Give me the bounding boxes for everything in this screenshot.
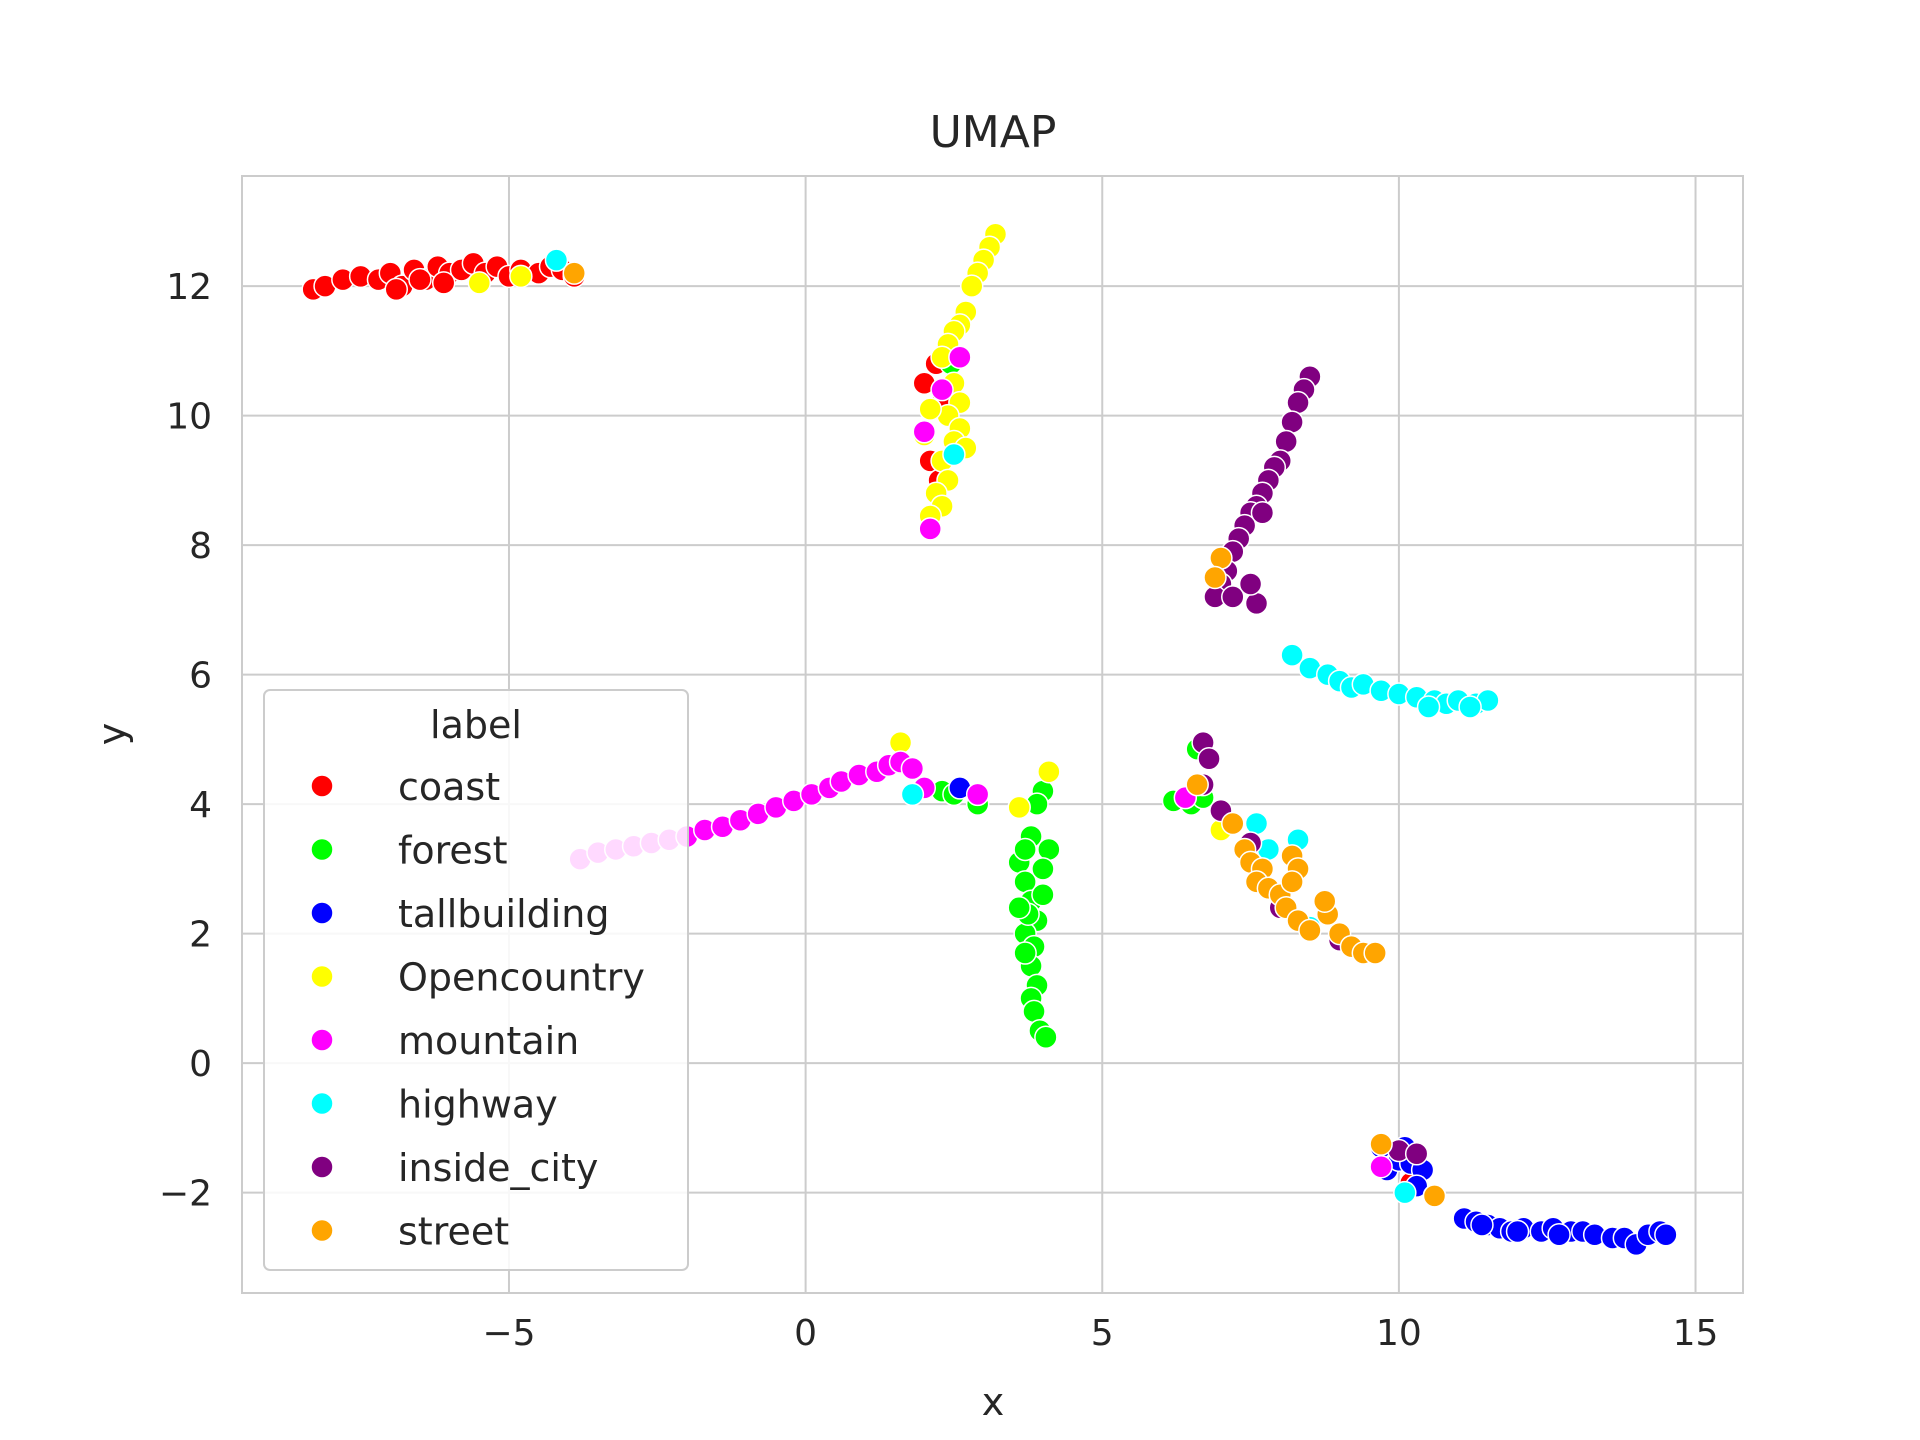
y-tick-label: 8 xyxy=(189,526,212,567)
y-tick-label: 12 xyxy=(166,267,212,308)
data-point-highway xyxy=(1416,695,1441,719)
legend-label-tallbuilding: tallbuilding xyxy=(398,892,610,936)
data-point-mountain xyxy=(948,345,972,370)
x-tick-label: −5 xyxy=(482,1313,535,1354)
data-point-coast xyxy=(384,277,409,302)
legend-marker-forest xyxy=(310,837,334,862)
data-point-tallbuilding xyxy=(1470,1213,1494,1237)
x-tick-label: 0 xyxy=(794,1313,817,1354)
data-point-street xyxy=(1209,546,1233,570)
data-point-highway xyxy=(1458,695,1482,719)
data-point-inside_city xyxy=(1274,429,1298,454)
x-axis-ticks: −5 0 5 10 15 xyxy=(482,1313,1718,1354)
y-tick-label: 0 xyxy=(189,1044,212,1085)
data-point-forest xyxy=(1034,1025,1058,1049)
x-tick-label: 15 xyxy=(1673,1313,1719,1354)
data-point-coast xyxy=(408,267,432,292)
data-point-opencountry xyxy=(467,271,492,295)
legend-marker-mountain xyxy=(310,1028,334,1052)
legend-marker-opencountry xyxy=(310,964,334,989)
data-point-tallbuilding xyxy=(1505,1219,1530,1244)
data-point-forest xyxy=(1022,999,1046,1024)
data-point-inside_city xyxy=(1238,572,1263,596)
legend-label-street: street xyxy=(398,1210,509,1254)
data-point-street xyxy=(1280,870,1304,894)
legend-marker-inside_city xyxy=(310,1155,334,1179)
legend-label-inside_city: inside_city xyxy=(398,1146,598,1190)
data-point-forest xyxy=(1037,837,1061,862)
legend-box xyxy=(263,689,689,1271)
data-point-tallbuilding xyxy=(1547,1222,1571,1247)
data-point-inside_city xyxy=(1221,585,1245,609)
legend-label-coast: coast xyxy=(398,765,500,809)
data-point-street xyxy=(1298,918,1322,943)
data-point-opencountry xyxy=(509,264,533,289)
legend-items: coast forest tallbuilding Opencountry mounta… xyxy=(310,765,645,1254)
data-point-street xyxy=(1369,1132,1393,1156)
data-point-opencountry xyxy=(959,274,984,298)
legend-label-mountain: mountain xyxy=(398,1019,579,1063)
data-point-highway xyxy=(942,442,966,467)
data-point-forest xyxy=(1031,857,1055,881)
y-axis-ticks: −2 0 2 4 6 8 10 12 xyxy=(159,267,212,1215)
x-tick-label: 5 xyxy=(1091,1313,1114,1354)
data-point-opencountry xyxy=(1037,759,1061,784)
y-tick-label: 4 xyxy=(189,785,212,826)
data-point-street xyxy=(1312,889,1337,913)
data-point-opencountry xyxy=(918,397,942,421)
x-tick-label: 10 xyxy=(1376,1313,1422,1354)
x-axis-label: x xyxy=(982,1380,1005,1424)
data-point-mountain xyxy=(900,756,925,781)
y-tick-label: 2 xyxy=(189,915,212,956)
data-point-opencountry xyxy=(1007,795,1031,820)
data-point-forest xyxy=(1013,837,1037,862)
legend-label-highway: highway xyxy=(398,1083,558,1127)
data-point-mountain xyxy=(930,377,954,402)
legend-label-forest: forest xyxy=(398,829,508,873)
y-axis-label: y xyxy=(90,723,134,746)
y-tick-label: −2 xyxy=(159,1174,212,1215)
data-point-forest xyxy=(1031,883,1055,907)
data-points xyxy=(301,222,1678,1257)
data-point-inside_city xyxy=(1286,390,1310,415)
data-point-forest xyxy=(1007,895,1031,920)
data-point-highway xyxy=(544,248,569,272)
data-point-street xyxy=(1185,772,1209,797)
data-point-street xyxy=(1221,811,1245,836)
y-tick-label: 10 xyxy=(166,397,212,438)
data-point-tallbuilding xyxy=(1654,1222,1678,1247)
data-point-highway xyxy=(1280,643,1304,667)
data-point-highway xyxy=(900,782,925,807)
legend-title: label xyxy=(430,703,522,747)
data-point-mountain xyxy=(965,782,990,807)
data-point-highway xyxy=(1244,811,1269,836)
data-point-street xyxy=(1203,565,1227,590)
data-point-inside_city xyxy=(1197,747,1221,771)
legend-marker-tallbuilding xyxy=(310,901,334,925)
data-point-street xyxy=(1422,1184,1447,1208)
data-point-inside_city xyxy=(1250,500,1275,525)
data-point-street xyxy=(562,261,586,285)
legend-label-opencountry: Opencountry xyxy=(398,956,645,1000)
legend-marker-highway xyxy=(310,1091,334,1116)
data-point-forest xyxy=(1013,941,1037,965)
legend-marker-street xyxy=(310,1218,334,1243)
data-point-mountain xyxy=(918,517,942,541)
chart-title: UMAP xyxy=(930,107,1057,158)
data-point-coast xyxy=(431,271,456,295)
data-point-inside_city xyxy=(1244,591,1269,616)
data-point-inside_city xyxy=(1280,410,1304,434)
data-point-mountain xyxy=(1369,1154,1393,1179)
data-point-mountain xyxy=(912,420,937,444)
data-point-highway xyxy=(1393,1180,1417,1205)
legend-marker-coast xyxy=(310,774,334,798)
legend: label coast forest tallbuilding Opencountry… xyxy=(263,689,689,1271)
data-point-street xyxy=(1363,941,1387,965)
y-tick-label: 6 xyxy=(189,656,212,697)
data-point-inside_city xyxy=(1404,1142,1429,1166)
